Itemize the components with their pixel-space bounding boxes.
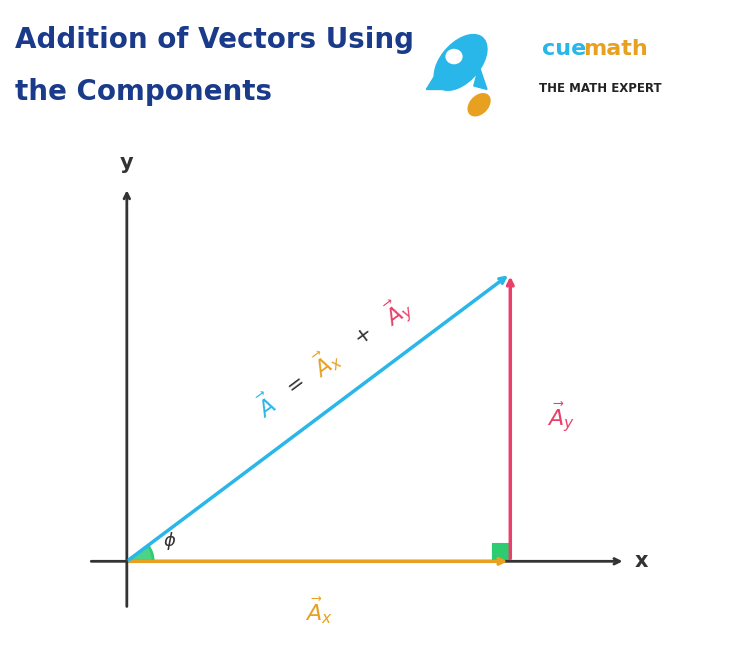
Polygon shape: [427, 66, 447, 89]
Text: $\vec{A}_x$: $\vec{A}_x$: [305, 595, 333, 626]
Polygon shape: [474, 66, 487, 89]
Text: $\vec{A}$: $\vec{A}$: [251, 390, 281, 422]
Circle shape: [446, 50, 462, 63]
Text: math: math: [583, 39, 647, 59]
Text: y: y: [120, 153, 133, 173]
Text: Addition of Vectors Using: Addition of Vectors Using: [15, 26, 413, 54]
Text: $\vec{A}_y$: $\vec{A}_y$: [547, 400, 575, 434]
Text: $\phi$: $\phi$: [163, 530, 177, 552]
Text: $+$: $+$: [350, 323, 377, 349]
Wedge shape: [127, 546, 152, 562]
Text: $\vec{A}_y$: $\vec{A}_y$: [377, 290, 419, 334]
Ellipse shape: [433, 34, 487, 91]
Text: x: x: [635, 551, 649, 571]
Text: $\vec{A}_x$: $\vec{A}_x$: [306, 342, 347, 383]
Text: $=$: $=$: [278, 372, 307, 400]
Ellipse shape: [468, 93, 490, 116]
Text: cue: cue: [542, 39, 586, 59]
Text: the Components: the Components: [15, 78, 272, 106]
Bar: [493, 544, 510, 562]
Text: THE MATH EXPERT: THE MATH EXPERT: [539, 82, 661, 95]
